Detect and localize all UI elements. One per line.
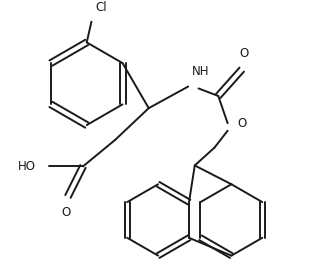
Text: O: O — [239, 47, 248, 60]
Text: Cl: Cl — [95, 1, 107, 14]
Text: HO: HO — [18, 160, 36, 173]
Text: O: O — [237, 117, 246, 130]
Text: NH: NH — [192, 65, 209, 78]
Text: O: O — [61, 206, 71, 219]
